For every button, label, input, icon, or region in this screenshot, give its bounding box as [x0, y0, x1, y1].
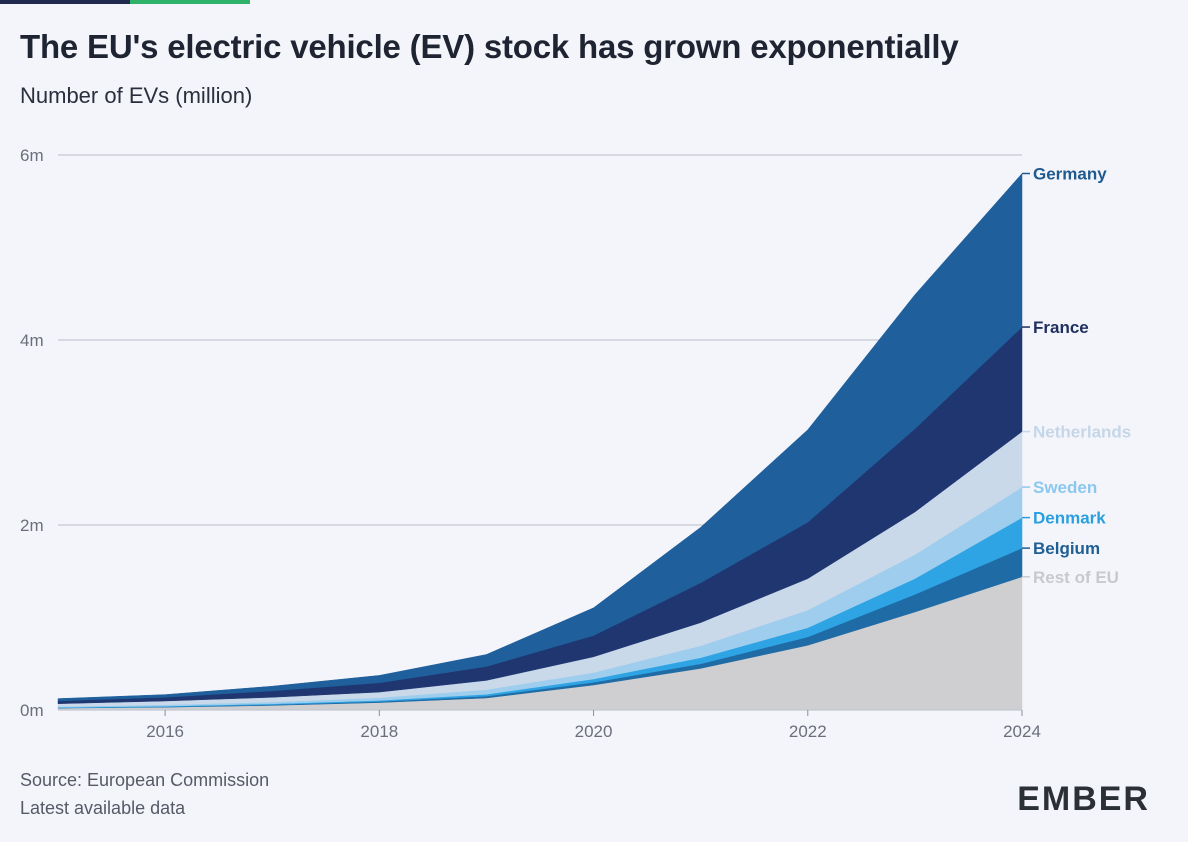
series-label-denmark: Denmark	[1033, 509, 1106, 528]
ember-logo: EMBER	[1017, 780, 1150, 818]
x-tick-label: 2022	[789, 722, 827, 741]
x-tick-label: 2018	[360, 722, 398, 741]
x-tick-label: 2016	[146, 722, 184, 741]
series-label-france: France	[1033, 318, 1089, 337]
label-layer: Rest of EU Belgium Denmark Sweden Netherland…	[1022, 165, 1131, 587]
series-label-netherlands: Netherlands	[1033, 423, 1131, 442]
series-label-rest-of-eu: Rest of EU	[1033, 568, 1119, 587]
y-tick-label: 4m	[20, 331, 44, 350]
area-layer	[57, 172, 1023, 711]
x-tick-label: 2024	[1003, 722, 1041, 741]
x-tick-label: 2020	[575, 722, 613, 741]
y-tick-label: 0m	[20, 701, 44, 720]
series-label-sweden: Sweden	[1033, 478, 1097, 497]
chart-subtitle: Number of EVs (million)	[20, 83, 253, 108]
top-accent-green	[130, 0, 250, 4]
axis-layer: 0m 2m 4m 6m 2016 2018 2020 2022 2024	[20, 146, 1041, 741]
series-label-germany: Germany	[1033, 165, 1107, 184]
top-accent-dark	[0, 0, 130, 4]
top-accent-bar	[0, 0, 250, 4]
y-tick-label: 6m	[20, 146, 44, 165]
series-label-belgium: Belgium	[1033, 539, 1100, 558]
chart-title: The EU's electric vehicle (EV) stock has…	[20, 28, 959, 65]
source-note: Source: European Commission	[20, 770, 270, 790]
y-tick-label: 2m	[20, 516, 44, 535]
data-note: Latest available data	[20, 798, 186, 818]
